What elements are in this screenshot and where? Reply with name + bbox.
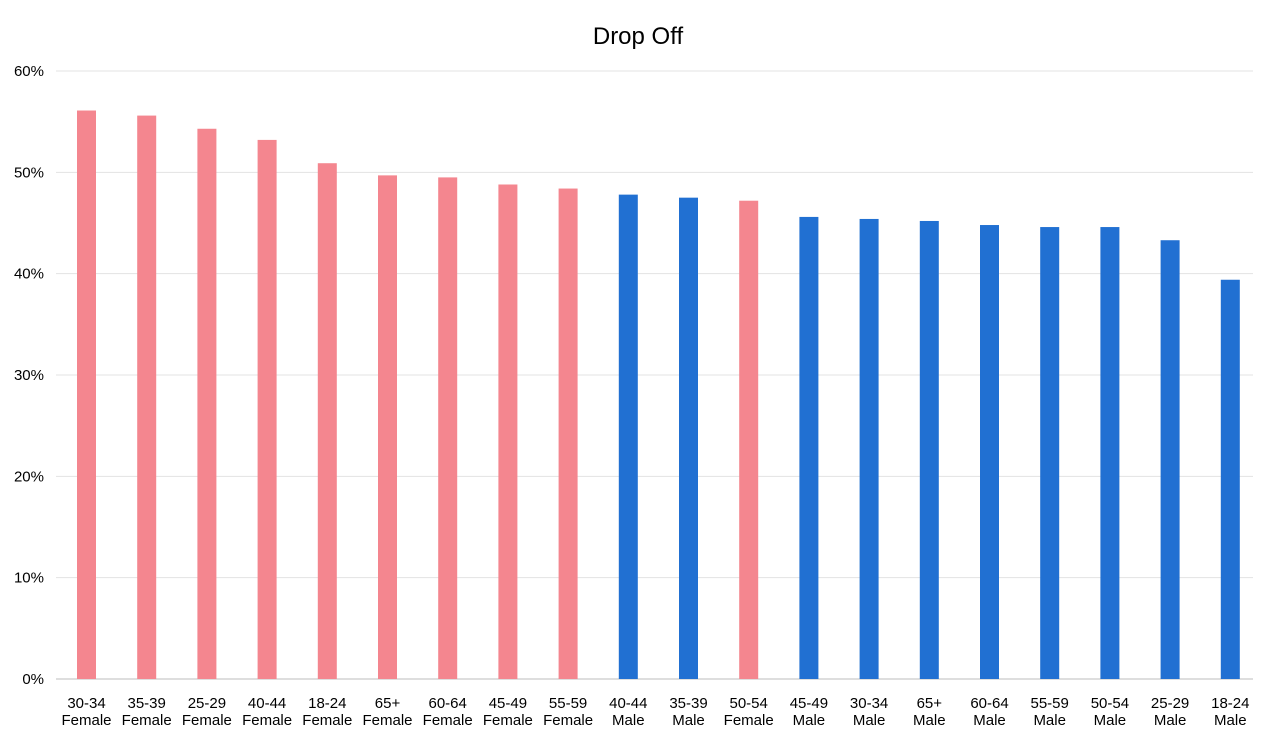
bar-35-39-female: [137, 115, 157, 679]
y-axis-tick-labels: 0% 10% 20% 30% 40% 50% 60%: [14, 63, 44, 688]
bar-30-34-male: [859, 218, 879, 680]
bar-40-44-male: [618, 194, 638, 680]
y-tick-label: 20%: [14, 468, 44, 485]
y-tick-label: 60%: [14, 63, 44, 80]
bar-55-59-female: [558, 188, 578, 679]
x-category-label: 18-24 Male: [1211, 695, 1249, 729]
bar-18-24-female: [317, 163, 337, 680]
x-category-label: 45-49 Female: [483, 695, 533, 729]
x-category-label: 18-24 Female: [302, 695, 352, 729]
x-category-label: 45-49 Male: [790, 695, 828, 729]
bar-65plus-female: [378, 175, 397, 679]
x-axis-category-labels: 30-34 Female 35-39 Female 25-29 Female 40-44 Fe…: [61, 695, 1249, 729]
bar-65plus-male: [919, 220, 939, 679]
x-category-label: 30-34 Male: [850, 695, 888, 729]
bars: [77, 110, 1240, 680]
y-tick-label: 10%: [14, 570, 44, 587]
x-category-label: 55-59 Female: [543, 695, 593, 729]
x-category-label: 50-54 Female: [724, 695, 774, 729]
y-tick-label: 0%: [22, 671, 44, 688]
x-category-label: 30-34 Female: [61, 695, 111, 729]
bar-60-64-female: [438, 177, 458, 679]
x-category-label: 55-59 Male: [1031, 695, 1069, 729]
x-category-label: 65+ Male: [913, 695, 946, 729]
chart-title: Drop Off: [593, 23, 684, 50]
x-category-label: 65+ Female: [362, 695, 412, 729]
bar-45-49-female: [498, 184, 518, 679]
bar-50-54-female: [739, 200, 759, 679]
y-tick-label: 30%: [14, 367, 44, 384]
bar-40-44-female: [257, 139, 277, 679]
x-category-label: 60-64 Male: [970, 695, 1008, 729]
bar-35-39-male: [679, 197, 698, 679]
x-category-label: 60-64 Female: [423, 695, 473, 729]
bar-50-54-male: [1100, 227, 1120, 679]
y-tick-label: 40%: [14, 266, 44, 283]
x-category-label: 25-29 Female: [182, 695, 232, 729]
x-category-label: 50-54 Male: [1091, 695, 1129, 729]
x-category-label: 35-39 Male: [669, 695, 707, 729]
bar-25-29-male: [1160, 240, 1180, 679]
bar-60-64-male: [980, 225, 999, 679]
gridlines: [56, 70, 1253, 680]
x-category-label: 40-44 Female: [242, 695, 292, 729]
bar-55-59-male: [1040, 227, 1060, 679]
bar-25-29-female: [197, 128, 217, 679]
x-category-label: 25-29 Male: [1151, 695, 1189, 729]
y-tick-label: 50%: [14, 164, 44, 181]
x-category-label: 35-39 Female: [122, 695, 172, 729]
x-category-label: 40-44 Male: [609, 695, 647, 729]
bar-30-34-female: [77, 110, 96, 679]
bar-45-49-male: [799, 216, 819, 680]
bar-18-24-male: [1220, 279, 1240, 679]
